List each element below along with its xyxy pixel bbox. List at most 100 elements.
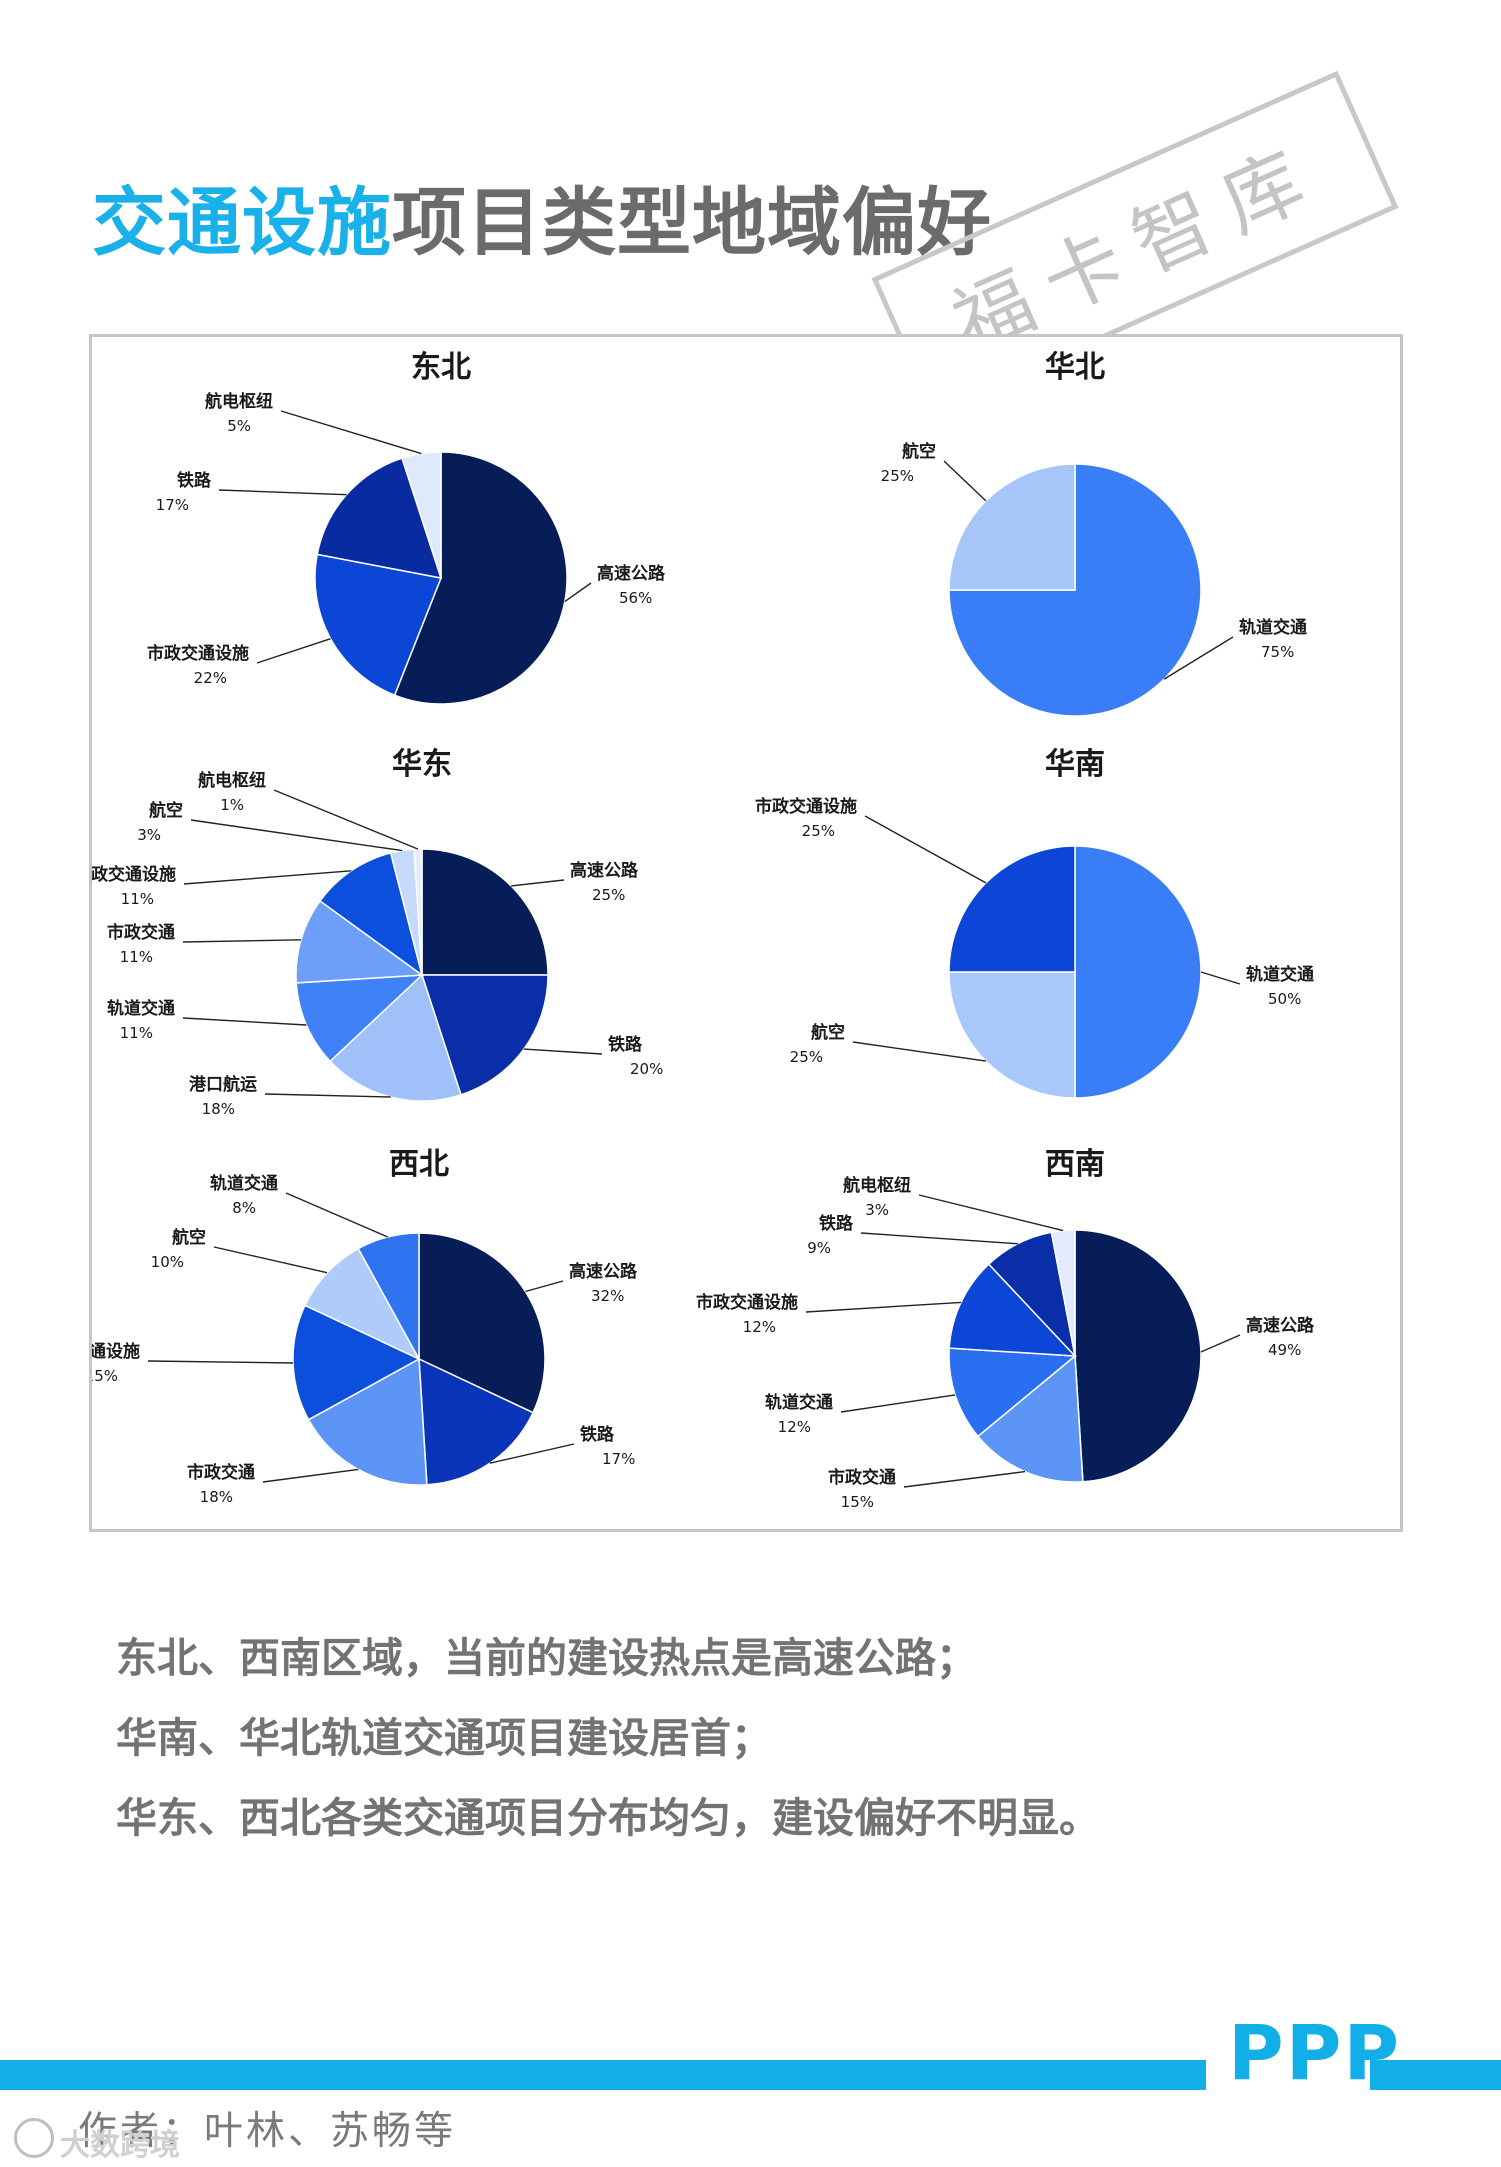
slice-label: 轨道交通 <box>107 998 175 1019</box>
slice-label: 航电枢纽 <box>843 1175 911 1196</box>
pie-slice <box>418 1357 535 1486</box>
pie-slice <box>314 553 443 697</box>
slice-percent: 50% <box>1268 990 1301 1008</box>
footer-bar-right <box>1370 2060 1501 2090</box>
slice-label: 高速公路 <box>570 860 639 881</box>
slice-label: 航空 <box>811 1022 845 1043</box>
slice-percent: 25% <box>881 467 914 485</box>
title-highlight: 交通设施 <box>92 180 392 266</box>
leader-line <box>864 815 987 884</box>
page-title: 交通设施项目类型地域偏好 <box>92 178 992 268</box>
slice-label: 市政交通设施 <box>92 1341 140 1362</box>
slice-label: 铁路 <box>580 1424 615 1445</box>
footer-bar-left <box>0 2060 1206 2090</box>
slice-label: 轨道交通 <box>210 1173 278 1194</box>
slice-percent: 1% <box>220 796 244 814</box>
slice-percent: 15% <box>841 1493 874 1511</box>
pie-slice <box>295 899 425 984</box>
slice-label: 市政交通设施 <box>755 796 857 817</box>
slice-label: 铁路 <box>177 470 212 491</box>
leader-line <box>256 638 331 664</box>
chart-title: 西南 <box>1045 1147 1105 1182</box>
slice-percent: 5% <box>227 417 251 435</box>
slice-label: 市政交通设施 <box>92 864 176 885</box>
slice-label: 航电枢纽 <box>205 391 273 412</box>
watermark-icon <box>14 2118 54 2158</box>
slice-label: 港口航运 <box>189 1074 257 1095</box>
pie-slice <box>393 451 568 705</box>
slice-label: 高速公路 <box>1246 1315 1315 1336</box>
slice-percent: 25% <box>802 822 835 840</box>
chart-title: 西北 <box>389 1147 449 1182</box>
slice-percent: 18% <box>200 1488 233 1506</box>
leader-line <box>182 939 302 943</box>
leader-line <box>860 1232 1018 1245</box>
slice-percent: 12% <box>778 1418 811 1436</box>
pie-slice <box>1074 845 1202 1099</box>
conclusion-line: 华东、西北各类交通项目分布均匀，建设偏好不明显。 <box>116 1794 1100 1842</box>
slice-label: 航空 <box>149 800 183 821</box>
slice-label: 市政交通设施 <box>696 1292 798 1313</box>
pie-slice <box>303 1247 421 1361</box>
pie-slice <box>418 1232 546 1414</box>
leader-line <box>1163 636 1234 680</box>
slice-percent: 11% <box>120 1024 153 1042</box>
leader-line <box>218 489 347 496</box>
leader-line <box>852 1041 986 1062</box>
slice-percent: 3% <box>865 1201 889 1219</box>
slice-label: 航空 <box>902 441 936 462</box>
pie-slice <box>1074 1229 1202 1483</box>
slice-label: 市政交通 <box>828 1467 896 1488</box>
leader-line <box>564 582 592 603</box>
pie-slice <box>413 848 423 976</box>
slice-label: 轨道交通 <box>1239 617 1307 638</box>
slice-percent: 49% <box>1268 1341 1301 1359</box>
leader-line <box>273 789 419 850</box>
chart-title: 东北 <box>411 350 471 385</box>
leader-line <box>840 1394 956 1413</box>
leader-line <box>280 410 422 455</box>
leader-line <box>147 1360 294 1364</box>
leader-line <box>525 1280 564 1293</box>
pie-slice <box>948 463 1076 591</box>
slice-percent: 11% <box>120 948 153 966</box>
slice-label: 铁路 <box>819 1213 854 1234</box>
leader-line <box>918 1194 1064 1232</box>
author-credit: 作者：叶林、苏畅等 <box>78 2109 457 2154</box>
pie-slice <box>948 463 1202 717</box>
pie-slice <box>948 1347 1077 1438</box>
leader-line <box>805 1301 962 1313</box>
slice-label: 市政交通 <box>107 922 175 943</box>
chart-title: 华南 <box>1045 747 1105 782</box>
leader-line <box>183 870 352 885</box>
leader-line <box>903 1470 1026 1488</box>
pie-slice <box>316 457 443 579</box>
slice-label: 轨道交通 <box>1246 964 1314 985</box>
pie-slice <box>401 451 442 579</box>
slice-label: 市政交通设施 <box>147 643 249 664</box>
leader-line <box>1200 1334 1241 1353</box>
leader-line <box>489 1443 575 1464</box>
leader-line <box>511 879 565 887</box>
pie-chart: 华北轨道交通 75% 航空 25% <box>881 350 1307 717</box>
conclusion-line: 华南、华北轨道交通项目建设居首； <box>116 1714 772 1762</box>
pie-slice <box>357 1232 420 1360</box>
leader-line <box>213 1246 328 1274</box>
slice-percent: 32% <box>591 1287 624 1305</box>
pie-slice <box>1050 1229 1076 1357</box>
pie-slice <box>948 971 1076 1099</box>
slice-percent: 15% <box>92 1367 118 1385</box>
slice-percent: 9% <box>807 1239 831 1257</box>
pie-slice <box>421 848 549 976</box>
slice-label: 高速公路 <box>597 563 666 584</box>
leader-line <box>285 1192 388 1238</box>
slice-percent: 17% <box>602 1450 635 1468</box>
title-rest: 项目类型地域偏好 <box>392 180 992 266</box>
slice-percent: 17% <box>156 496 189 514</box>
leader-line <box>1200 971 1241 985</box>
